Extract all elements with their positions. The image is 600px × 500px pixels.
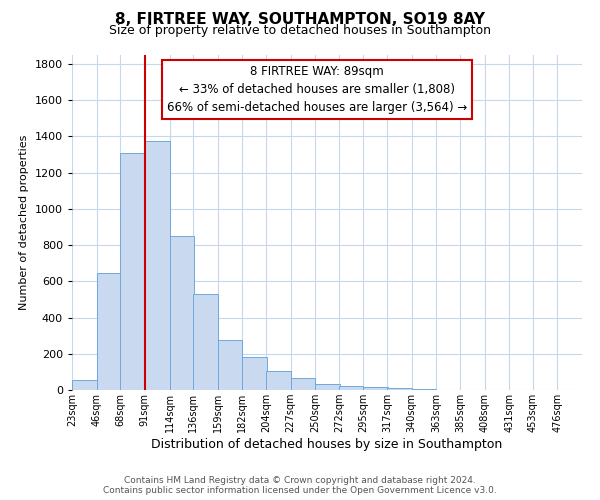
Bar [266, 372, 290, 390]
Bar [145, 141, 170, 390]
Bar [120, 153, 145, 390]
Bar [387, 388, 412, 390]
Bar [170, 236, 194, 390]
Bar [218, 340, 242, 390]
Y-axis label: Number of detached properties: Number of detached properties [19, 135, 29, 310]
Bar [97, 273, 121, 390]
Text: Contains HM Land Registry data © Crown copyright and database right 2024.
Contai: Contains HM Land Registry data © Crown c… [103, 476, 497, 495]
Bar [72, 380, 97, 390]
Bar [315, 384, 340, 390]
Text: Size of property relative to detached houses in Southampton: Size of property relative to detached ho… [109, 24, 491, 37]
X-axis label: Distribution of detached houses by size in Southampton: Distribution of detached houses by size … [151, 438, 503, 451]
Bar [290, 378, 315, 390]
Bar [242, 357, 267, 390]
Bar [412, 389, 436, 390]
Bar [364, 386, 388, 390]
Text: 8 FIRTREE WAY: 89sqm
← 33% of detached houses are smaller (1,808)
66% of semi-de: 8 FIRTREE WAY: 89sqm ← 33% of detached h… [167, 65, 467, 114]
Bar [339, 386, 364, 390]
Bar [193, 294, 218, 390]
Text: 8, FIRTREE WAY, SOUTHAMPTON, SO19 8AY: 8, FIRTREE WAY, SOUTHAMPTON, SO19 8AY [115, 12, 485, 28]
